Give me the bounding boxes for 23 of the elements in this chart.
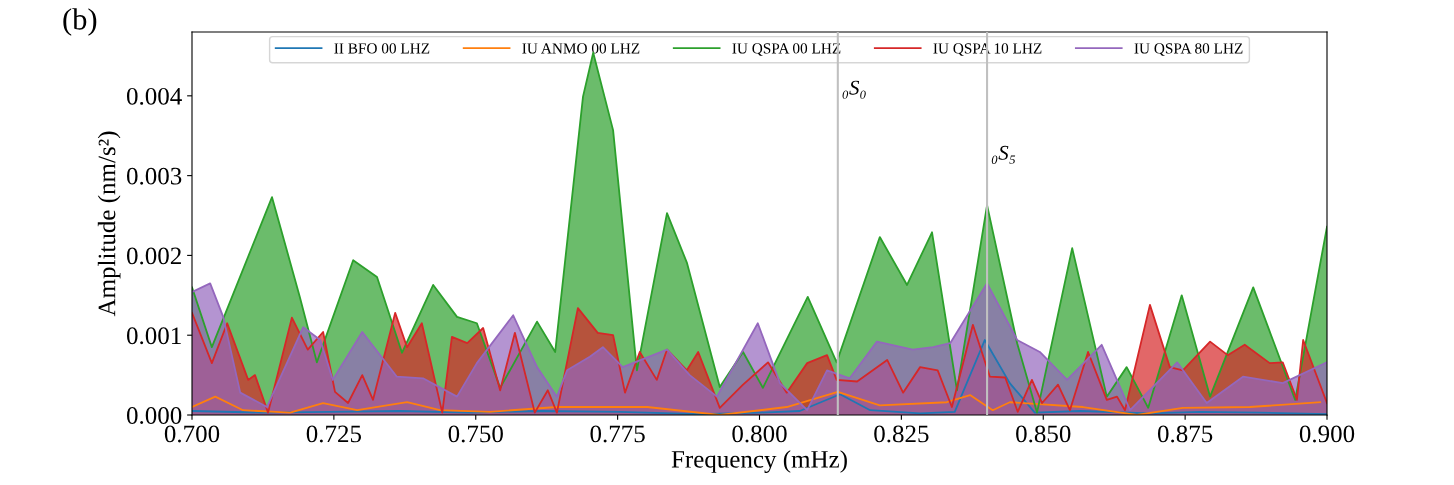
legend-label: IU QSPA 80 LHZ (1134, 43, 1243, 56)
x-tick-label: 0.725 (306, 425, 362, 443)
x-tick-label: 0.750 (448, 425, 503, 443)
legend-label: IU ANMO 00 LHZ (522, 43, 640, 54)
legend-label: IU QSPA 10 LHZ (933, 43, 1042, 56)
x-axis-title: Frequency (mHz) (671, 450, 847, 473)
x-tick-label: 0.800 (732, 425, 787, 443)
y-tick-label: 0.002 (126, 247, 181, 265)
ref-line-label: ₀S₅ (991, 145, 1016, 164)
y-tick-label: 0.000 (126, 407, 182, 425)
x-tick-label: 0.850 (1016, 425, 1071, 443)
y-axis-title: Amplitude (nm/s²) (97, 131, 121, 317)
x-tick-label: 0.825 (874, 425, 929, 443)
legend-label: II BFO 00 LHZ (334, 43, 430, 54)
text: (b) (63, 8, 97, 36)
x-tick-label: 0.875 (1157, 425, 1213, 443)
y-tick-label: 0.001 (126, 327, 181, 345)
x-tick-label: 0.775 (590, 425, 645, 443)
ref-line-label: ₀S₀ (842, 80, 866, 99)
x-tick-label: 0.900 (1299, 425, 1355, 443)
y-tick-label: 0.004 (126, 87, 182, 105)
x-tick-label: 0.700 (164, 425, 220, 443)
y-tick-label: 0.003 (126, 167, 182, 185)
